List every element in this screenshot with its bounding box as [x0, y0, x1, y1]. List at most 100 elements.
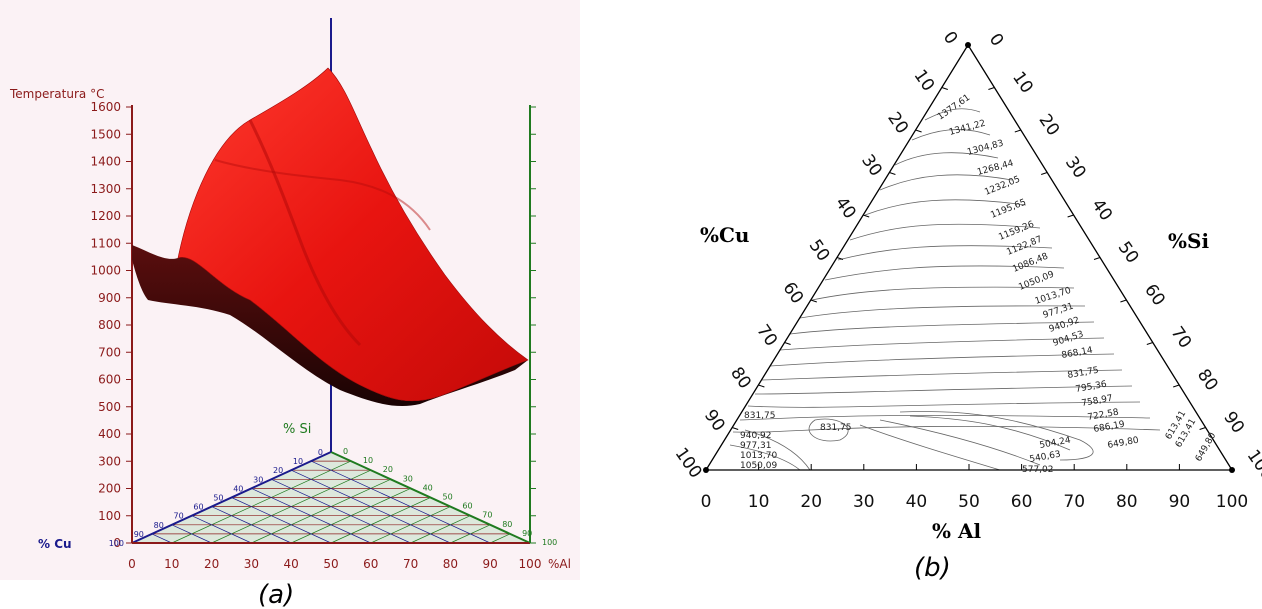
z-tick-label: 1200 [90, 209, 121, 223]
bottom-tick-label: 50 [958, 492, 980, 512]
isotherm-label: 1050,09 [1017, 269, 1056, 292]
isotherm-label: 795,36 [1075, 380, 1108, 395]
isotherm-label: 1195,65 [989, 198, 1027, 221]
isotherm-label: 831,75 [1067, 366, 1100, 381]
base-grid-line [330, 497, 431, 544]
temperature-surface [132, 67, 529, 407]
left-tick-mark [758, 384, 765, 388]
right-tick-mark [1146, 342, 1153, 345]
isotherm-label: 649,80 [1107, 436, 1140, 451]
cu-tick-label: 40 [233, 484, 243, 493]
base-grid-line [171, 524, 212, 544]
right-tick-label: 50 [1114, 238, 1143, 267]
bottom-tick-label: 40 [906, 492, 928, 512]
al-axis-label-b: % Al [932, 519, 981, 543]
si-axis-label-b: %Si [1168, 229, 1209, 253]
si-tick-label: 70 [482, 511, 492, 520]
left-tick-label: 90 [700, 406, 729, 435]
surface-ridge-2 [214, 159, 431, 231]
isotherm-label: 1268,44 [976, 159, 1015, 178]
al-tick-label: 40 [284, 557, 299, 571]
right-tick-label: 30 [1061, 153, 1090, 182]
si-axis-ticks: 0 10 20 30 40 50 60 70 80 90 100 [343, 447, 557, 547]
left-tick-mark [836, 257, 844, 260]
left-tick-label: 80 [726, 364, 755, 393]
z-axis-ticks: 0100200300400500600700800900100011001200… [90, 100, 132, 550]
right-tick-label: 100 [1243, 446, 1262, 484]
isotherm-label: 831,75 [820, 423, 852, 433]
right-tick-label: 10 [1008, 68, 1037, 97]
bottom-tick-label: 30 [853, 492, 875, 512]
right-tick-mark [1093, 257, 1101, 260]
ternary-tick-marks [732, 87, 1206, 470]
z-tick-label: 400 [98, 427, 121, 441]
z-tick-label: 700 [98, 345, 121, 359]
base-grid-line [211, 506, 292, 544]
si-tick-label: 60 [462, 502, 472, 511]
left-tick-label: 20 [883, 109, 912, 138]
right-tick-label: 80 [1193, 366, 1222, 395]
al-tick-label: 30 [244, 557, 259, 571]
right-tick-label: 90 [1219, 408, 1248, 437]
si-edge [330, 451, 531, 544]
isotherm-label: 1341,22 [948, 119, 987, 138]
left-tick-mark [941, 87, 948, 90]
si-tick-label: 0 [343, 447, 348, 456]
right-tick-label: 20 [1034, 111, 1063, 140]
si-tick-label: 50 [443, 493, 453, 502]
bottom-tick-label: 90 [1169, 492, 1191, 512]
cu-tick-label: 70 [174, 512, 184, 521]
surface-ridge [248, 119, 362, 347]
z-tick-label: 200 [98, 482, 121, 496]
base-grid-line [490, 533, 511, 544]
si-tick-label: 100 [542, 538, 557, 547]
left-tick-mark [810, 299, 817, 303]
caption-a: (a) [258, 580, 294, 609]
si-tick-label: 90 [522, 529, 532, 538]
z-tick-label: 1500 [90, 127, 121, 141]
bottom-tick-label: 20 [800, 492, 822, 512]
isotherm-label: 758,97 [1081, 394, 1114, 409]
base-grid-line [151, 533, 172, 544]
al-axis-ticks: 0 10 20 30 40 50 60 70 80 90 100 [128, 557, 541, 571]
left-tick-label: 30 [857, 151, 886, 180]
left-tick-label: 50 [805, 236, 834, 265]
cu-tick-label: 30 [253, 475, 263, 484]
al-tick-label: 50 [323, 557, 338, 571]
base-grid-line [410, 515, 471, 544]
isotherm-label: 1050,09 [740, 461, 777, 471]
isotherm-label: 540,63 [1029, 450, 1062, 465]
bottom-tick-label: 0 [701, 492, 712, 512]
right-tick-mark [1199, 427, 1206, 430]
right-tick-mark [988, 87, 995, 90]
ternary-triangle [703, 42, 1235, 473]
base-grid-line [291, 469, 451, 544]
al-tick-label: 60 [363, 557, 378, 571]
al-tick-label: 90 [483, 557, 498, 571]
base-grid-line [171, 460, 352, 544]
panel-a: 0100200300400500600700800900100011001200… [0, 0, 580, 609]
z-tick-label: 100 [98, 509, 121, 523]
bottom-tick-label: 80 [1116, 492, 1138, 512]
z-tick-label: 1000 [90, 264, 121, 278]
panel-a-base-triangle [131, 451, 531, 544]
left-tick-label: 0 [939, 28, 962, 48]
cu-edge [131, 451, 332, 544]
bottom-tick-label: 60 [1011, 492, 1033, 512]
al-tick-label: 100 [519, 557, 542, 571]
cu-tick-label: 0 [318, 448, 323, 457]
base-grid-line [251, 478, 391, 544]
isotherm-label: 977,31 [740, 441, 772, 451]
left-tick-label: 100 [671, 444, 706, 482]
isotherm-label: 868,14 [1061, 346, 1094, 361]
al-tick-label: 0 [128, 557, 136, 571]
left-tick-mark [889, 172, 896, 175]
bottom-tick-labels: 0 10 20 30 40 50 60 70 80 90 100 [701, 492, 1249, 512]
panel-b: 0 10 20 30 40 50 60 70 80 90 100 10090807060504030… [671, 28, 1262, 583]
base-grid-line [231, 497, 332, 544]
isotherm-label: 831,75 [744, 411, 776, 421]
bottom-tick-label: 100 [1216, 492, 1248, 512]
bottom-tick-label: 70 [1063, 492, 1085, 512]
z-tick-label: 1400 [90, 155, 121, 169]
z-tick-label: 300 [98, 454, 121, 468]
